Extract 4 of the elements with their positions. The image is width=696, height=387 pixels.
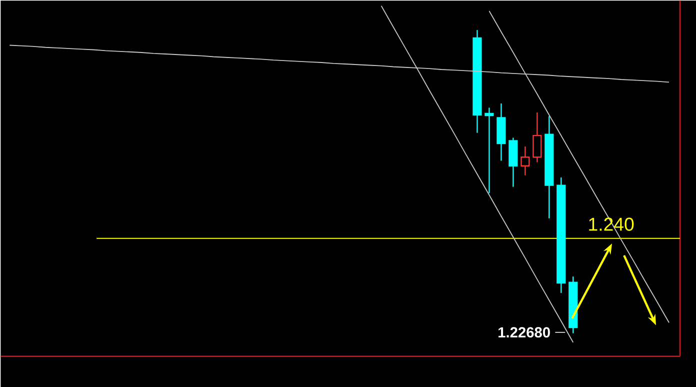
candlestick (484, 106, 494, 194)
annotation: 1.22680 (498, 327, 550, 338)
candlestick (532, 112, 542, 163)
candlestick (520, 146, 530, 176)
